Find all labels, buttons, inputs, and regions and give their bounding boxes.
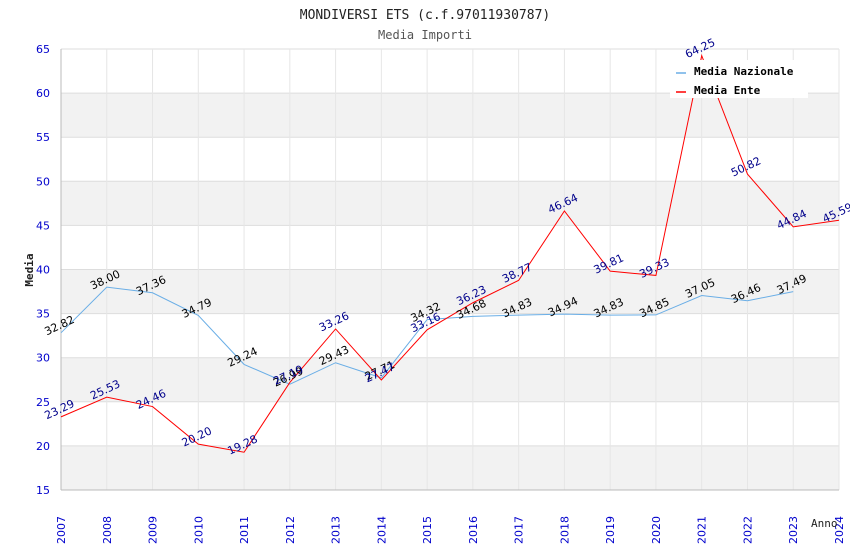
legend-label-media-nazionale: Media Nazionale [694,65,794,78]
x-tick-label: 2018 [558,516,571,544]
y-tick-label: 45 [36,219,50,232]
x-tick-label: 2020 [650,516,663,544]
plot-band [61,137,839,182]
x-tick-label: 2010 [192,516,205,544]
y-tick-label: 30 [36,352,50,365]
legend-label-media-ente: Media Ente [694,84,761,97]
x-tick-label: 2013 [330,516,343,544]
x-tick-label: 2019 [604,516,617,544]
y-tick-label: 35 [36,308,50,321]
chart-title: MONDIVERSI ETS (c.f.97011930787) [300,8,550,23]
x-axis-label: Anno [811,517,838,530]
x-tick-label: 2017 [513,516,526,544]
y-tick-label: 20 [36,440,50,453]
plot-band [61,401,839,446]
plot-background [61,49,839,490]
y-tick-label: 50 [36,175,50,188]
x-tick-label: 2021 [696,516,709,544]
y-axis-ticks: 15 20 25 30 35 40 45 50 55 60 65 [36,43,50,497]
x-tick-label: 2014 [375,516,388,544]
y-tick-label: 55 [36,131,50,144]
x-tick-label: 2022 [741,516,754,544]
x-tick-label: 2015 [421,516,434,544]
y-tick-label: 25 [36,396,50,409]
plot-band [61,445,839,490]
legend-box [670,60,808,98]
x-tick-label: 2009 [147,516,160,544]
x-tick-label: 2008 [101,516,114,544]
y-tick-label: 15 [36,484,50,497]
chart-subtitle: Media Importi [378,28,472,42]
x-axis-ticks: 2007 2008 2009 2010 2011 2012 2013 2014 2015 2016… [55,516,846,544]
y-tick-label: 40 [36,264,50,277]
plot-band [61,181,839,226]
x-tick-label: 2012 [284,516,297,544]
x-tick-label: 2024 [833,516,846,544]
y-tick-label: 60 [36,87,50,100]
plot-band [61,225,839,270]
x-tick-label: 2016 [467,516,480,544]
plot-band [61,313,839,358]
x-tick-label: 2007 [55,516,68,544]
y-tick-label: 65 [36,43,50,56]
x-tick-label: 2011 [238,516,251,544]
legend: Media Nazionale Media Ente [670,60,808,98]
y-axis-label: Media [23,253,36,286]
plot-band [61,269,839,314]
plot-band [61,93,839,138]
x-tick-label: 2023 [787,516,800,544]
series-line [60,286,794,385]
plot-band [61,357,839,402]
